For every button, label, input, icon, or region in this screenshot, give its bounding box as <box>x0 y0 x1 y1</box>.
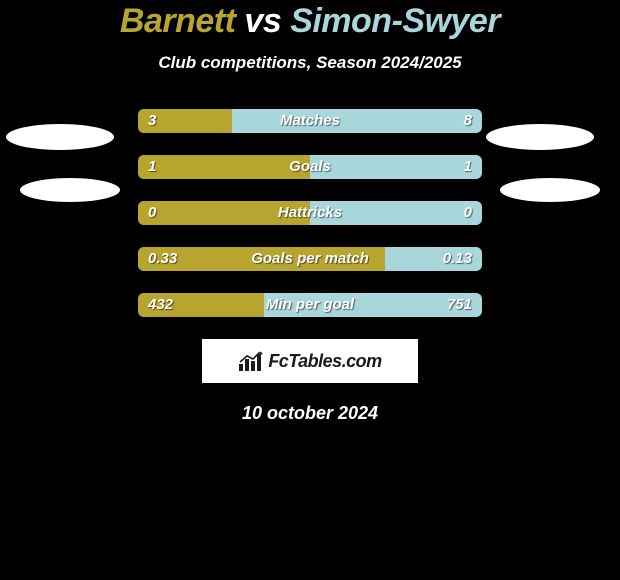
metric-row: 1 1 Goals <box>138 155 482 179</box>
player2-name: Simon-Swyer <box>290 2 500 40</box>
metric-row: 432 751 Min per goal <box>138 293 482 317</box>
date-text: 10 october 2024 <box>0 403 620 424</box>
metric-label: Hattricks <box>278 201 342 225</box>
source-badge: FcTables.com <box>202 339 418 383</box>
metric-label: Matches <box>280 109 340 133</box>
decorative-ellipse <box>500 178 600 202</box>
player1-name: Barnett <box>120 2 236 40</box>
metric-row: 3 8 Matches <box>138 109 482 133</box>
metric-value-left: 0 <box>148 201 156 225</box>
metric-value-left: 0.33 <box>148 247 177 271</box>
metric-value-left: 1 <box>148 155 156 179</box>
infographic-container: Barnett vs Simon-Swyer Club competitions… <box>0 0 620 424</box>
bars-icon <box>238 350 264 372</box>
metric-value-left: 3 <box>148 109 156 133</box>
decorative-ellipse <box>486 124 594 150</box>
metric-label: Min per goal <box>266 293 354 317</box>
subtitle: Club competitions, Season 2024/2025 <box>0 53 620 73</box>
metric-label: Goals per match <box>251 247 369 271</box>
comparison-title: Barnett vs Simon-Swyer <box>0 2 620 41</box>
metric-bar-left-fill <box>138 155 310 179</box>
metric-row: 0.33 0.13 Goals per match <box>138 247 482 271</box>
metric-value-left: 432 <box>148 293 173 317</box>
decorative-ellipse <box>6 124 114 150</box>
decorative-ellipse <box>20 178 120 202</box>
source-badge-text: FcTables.com <box>268 351 381 372</box>
metric-value-right: 8 <box>464 109 472 133</box>
vs-separator: vs <box>244 2 281 40</box>
metric-value-right: 751 <box>447 293 472 317</box>
metric-label: Goals <box>289 155 331 179</box>
metric-value-right: 1 <box>464 155 472 179</box>
metric-value-right: 0 <box>464 201 472 225</box>
metric-value-right: 0.13 <box>443 247 472 271</box>
metric-bars: 3 8 Matches 1 1 Goals 0 0 Hattricks 0.33 0.13 Goals… <box>138 109 482 317</box>
metric-row: 0 0 Hattricks <box>138 201 482 225</box>
